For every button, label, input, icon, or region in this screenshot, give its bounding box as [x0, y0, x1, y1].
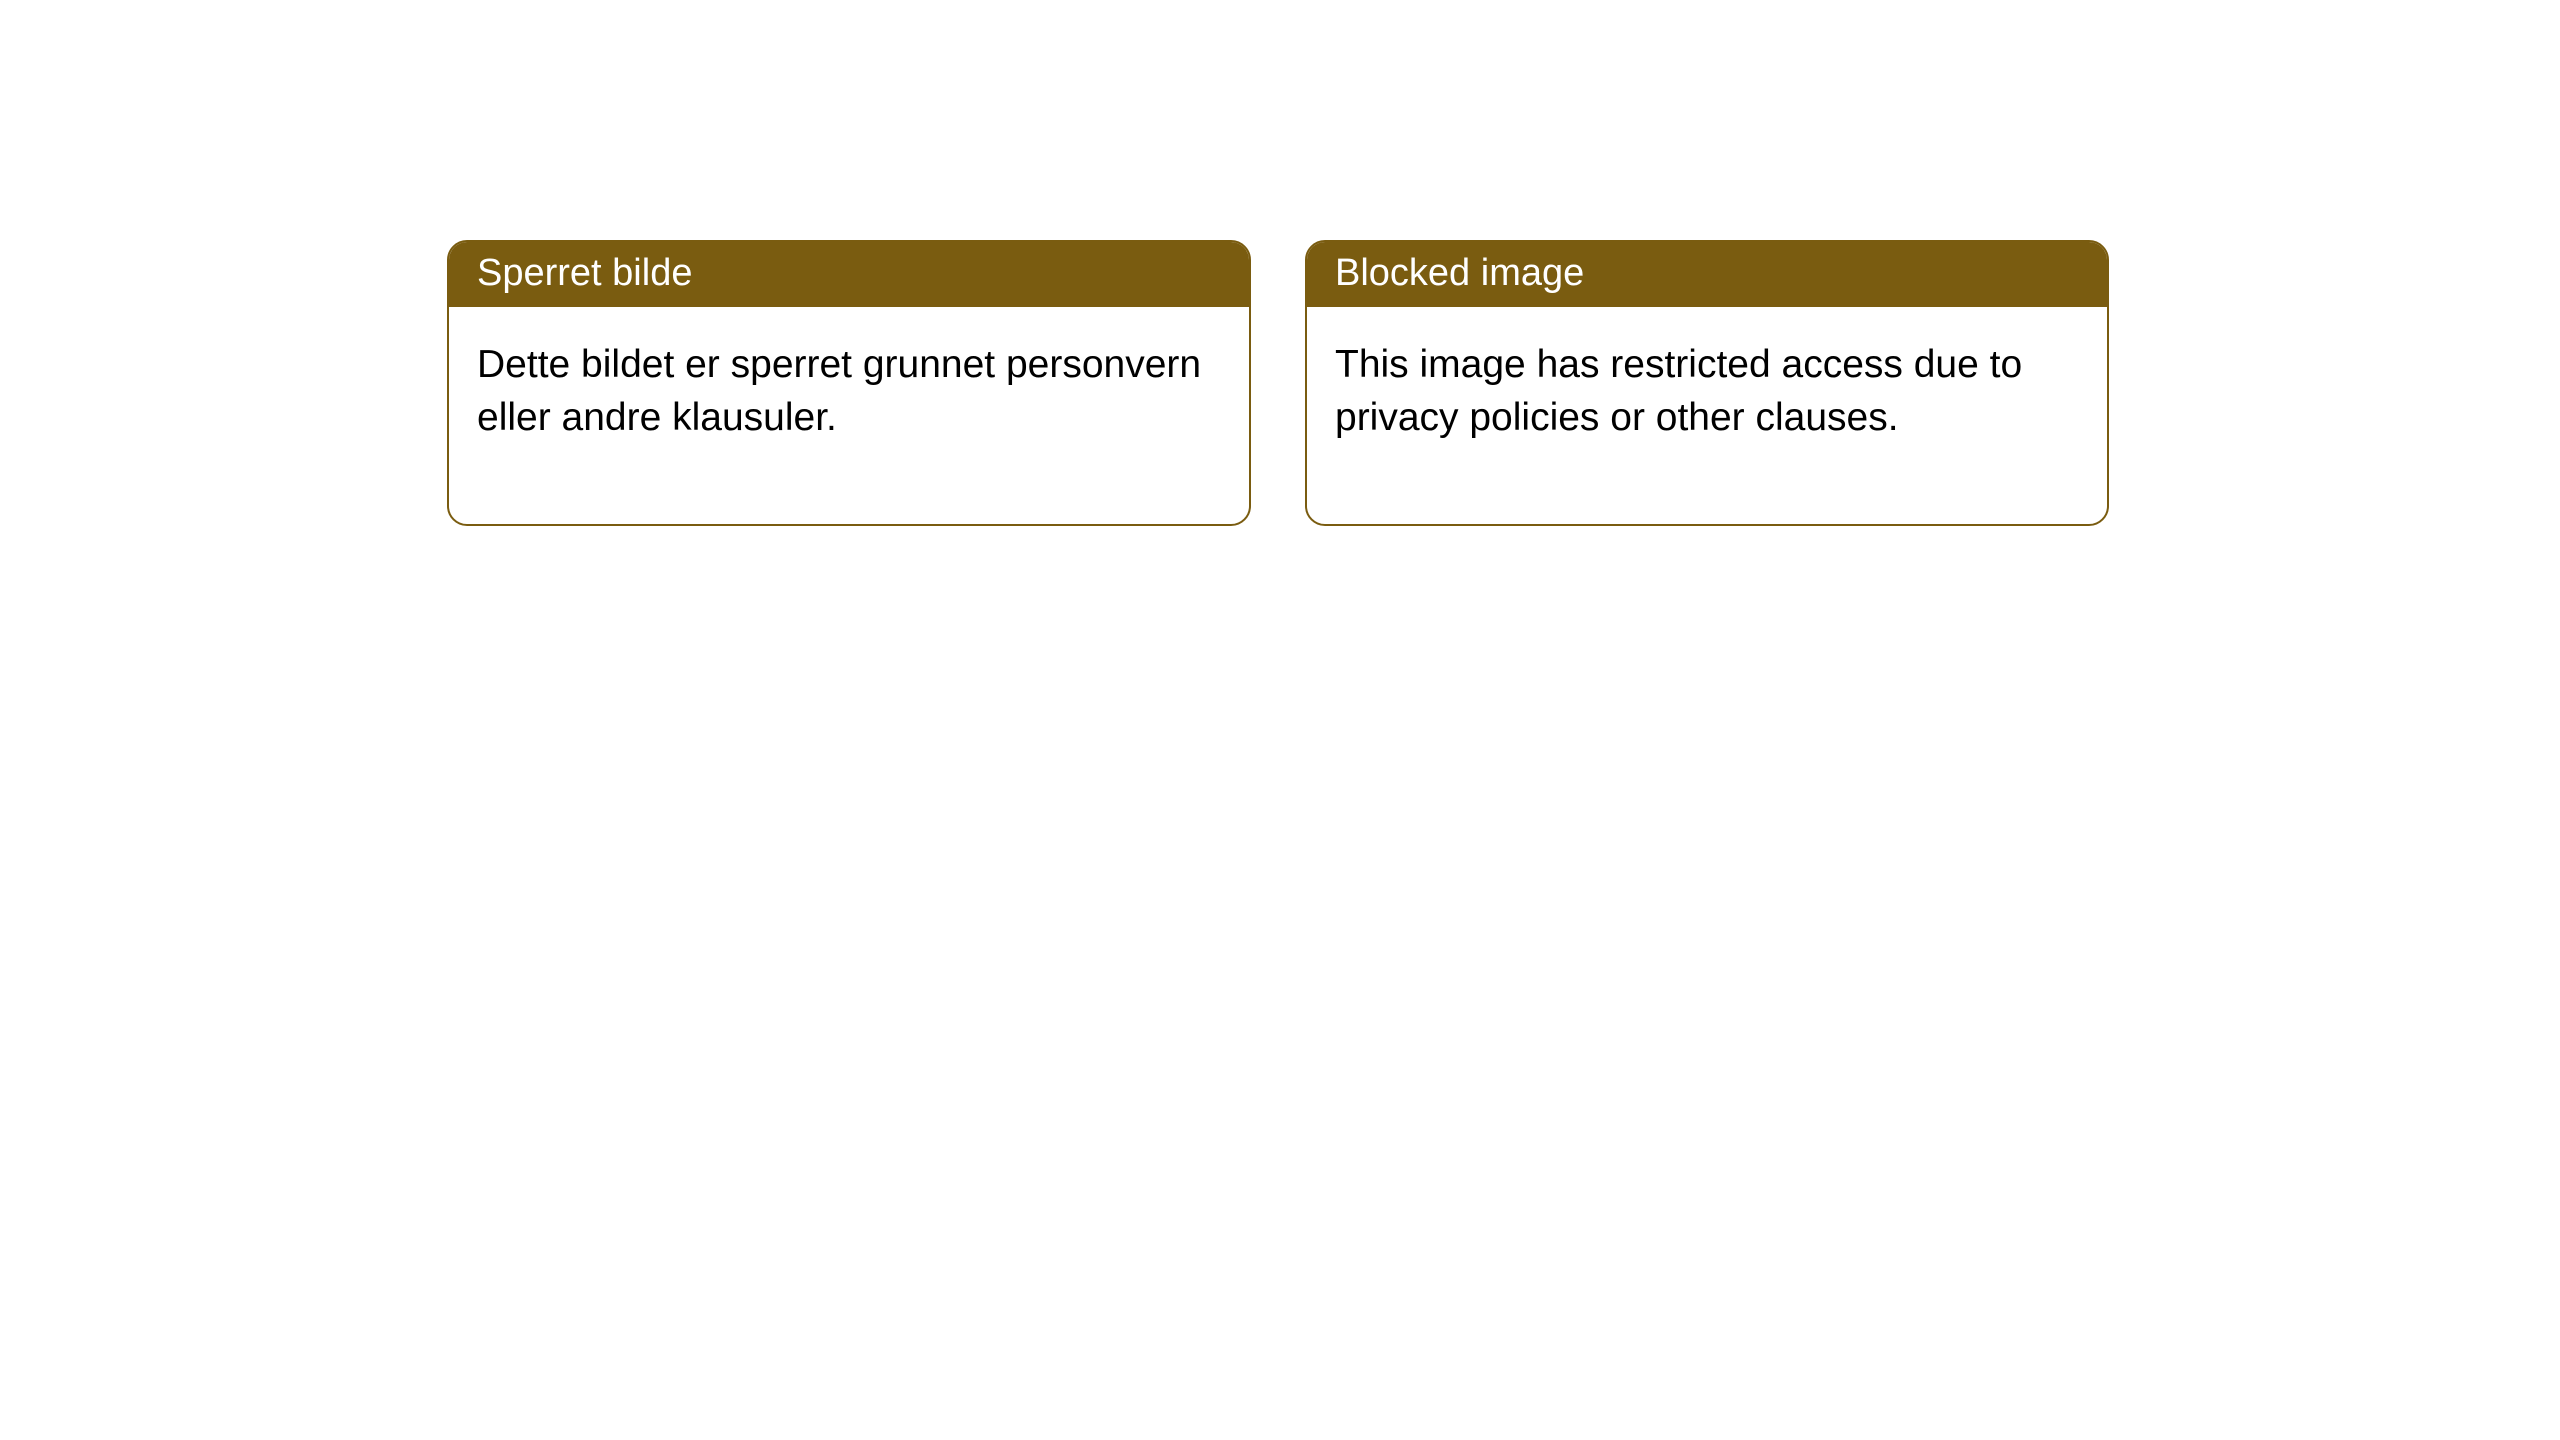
notice-card-body: This image has restricted access due to …	[1307, 307, 2107, 524]
notice-card-english: Blocked image This image has restricted …	[1305, 240, 2109, 526]
notice-card-norwegian: Sperret bilde Dette bildet er sperret gr…	[447, 240, 1251, 526]
blocked-image-notices: Sperret bilde Dette bildet er sperret gr…	[447, 240, 2109, 526]
notice-card-body: Dette bildet er sperret grunnet personve…	[449, 307, 1249, 524]
notice-card-title: Blocked image	[1307, 242, 2107, 307]
notice-card-title: Sperret bilde	[449, 242, 1249, 307]
